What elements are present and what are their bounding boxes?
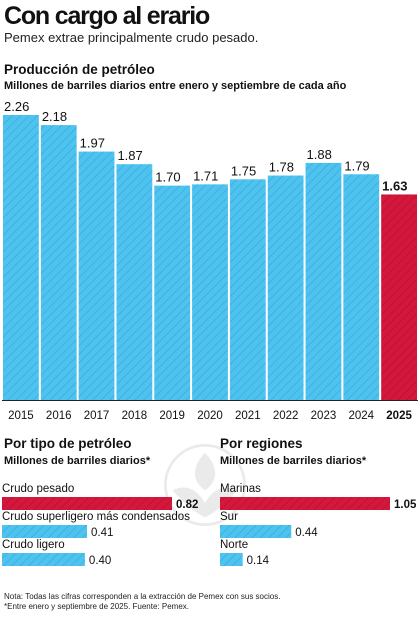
value-label-2020: 1.71 bbox=[193, 168, 218, 183]
x-tick-2020: 2020 bbox=[197, 410, 223, 422]
value-label-2016: 2.18 bbox=[42, 109, 67, 124]
bar bbox=[2, 525, 87, 538]
bar-2021 bbox=[229, 179, 266, 400]
bar-2022 bbox=[267, 175, 304, 400]
regions-chart-heading: Por regiones bbox=[220, 436, 303, 451]
footnote-line-2: *Entre enero y septiembre de 2025. Fuent… bbox=[4, 602, 189, 611]
x-tick-2018: 2018 bbox=[122, 410, 148, 422]
x-tick-2024: 2024 bbox=[348, 410, 374, 422]
x-tick-2016: 2016 bbox=[46, 410, 72, 422]
x-tick-2022: 2022 bbox=[273, 410, 299, 422]
regions-chart-subheading: Millones de barriles diarios* bbox=[220, 455, 367, 467]
bar bbox=[2, 497, 172, 510]
value-label-2017: 1.97 bbox=[80, 136, 105, 151]
bar bbox=[2, 553, 85, 566]
bar-2017 bbox=[78, 151, 115, 400]
value-label: 0.14 bbox=[247, 555, 270, 567]
value-label-2019: 1.70 bbox=[155, 170, 180, 185]
category-label: Crudo pesado bbox=[2, 483, 74, 495]
bar bbox=[220, 553, 243, 566]
category-label: Marinas bbox=[220, 483, 261, 495]
bar-2023 bbox=[305, 162, 342, 400]
x-tick-2025: 2025 bbox=[386, 410, 412, 422]
pemex-watermark-icon bbox=[164, 444, 246, 526]
value-label: 1.05 bbox=[394, 499, 417, 511]
category-label: Norte bbox=[220, 539, 248, 551]
category-label: Crudo ligero bbox=[2, 539, 65, 551]
category-label: Crudo superligero más condensados bbox=[2, 511, 190, 523]
x-tick-2023: 2023 bbox=[311, 410, 337, 422]
value-label-2018: 1.87 bbox=[117, 148, 142, 163]
main-chart-heading: Producción de petróleo bbox=[4, 62, 155, 77]
value-label-2021: 1.75 bbox=[231, 163, 256, 178]
value-label: 0.82 bbox=[176, 499, 198, 511]
x-tick-2019: 2019 bbox=[159, 410, 185, 422]
x-tick-2021: 2021 bbox=[235, 410, 261, 422]
bar-2025 bbox=[381, 194, 417, 400]
bar-2020 bbox=[192, 184, 228, 400]
bar-2019 bbox=[154, 185, 191, 400]
main-chart-subheading: Millones de barriles diarios entre enero… bbox=[4, 80, 347, 92]
bar-2024 bbox=[343, 174, 380, 400]
value-label: 0.40 bbox=[89, 555, 111, 567]
footnote-line-1: Nota: Todas las cifras corresponden a la… bbox=[4, 592, 281, 601]
page-title: Con cargo al erario bbox=[4, 2, 210, 30]
value-label-2025: 1.63 bbox=[382, 178, 407, 193]
bar-2018 bbox=[116, 164, 153, 400]
bar bbox=[220, 525, 292, 538]
x-tick-2015: 2015 bbox=[8, 410, 34, 422]
value-label-2022: 1.78 bbox=[269, 160, 294, 175]
bar-2016 bbox=[40, 125, 77, 400]
value-label-2024: 1.79 bbox=[344, 158, 369, 173]
value-label-2023: 1.88 bbox=[307, 147, 332, 162]
value-label: 0.41 bbox=[91, 527, 113, 539]
types-chart-heading: Por tipo de petróleo bbox=[4, 436, 132, 451]
bar bbox=[220, 497, 390, 510]
types-chart-subheading: Millones de barriles diarios* bbox=[4, 455, 151, 467]
category-label: Sur bbox=[220, 511, 238, 523]
value-label-2015: 2.26 bbox=[4, 99, 29, 114]
value-label: 0.44 bbox=[295, 527, 318, 539]
production-bar-chart: 2.26 2015 2.18 2016 1.97 2017 1.87 2018 1.70 2019… bbox=[2, 99, 418, 422]
bar-2015 bbox=[3, 115, 39, 400]
x-tick-2017: 2017 bbox=[84, 410, 110, 422]
footnote: Nota: Todas las cifras corresponden a la… bbox=[4, 592, 280, 612]
region-bar-chart: Marinas 1.05 Sur 0.44 Norte 0.14 bbox=[220, 483, 417, 567]
page-subtitle: Pemex extrae principalmente crudo pesado… bbox=[4, 30, 259, 45]
